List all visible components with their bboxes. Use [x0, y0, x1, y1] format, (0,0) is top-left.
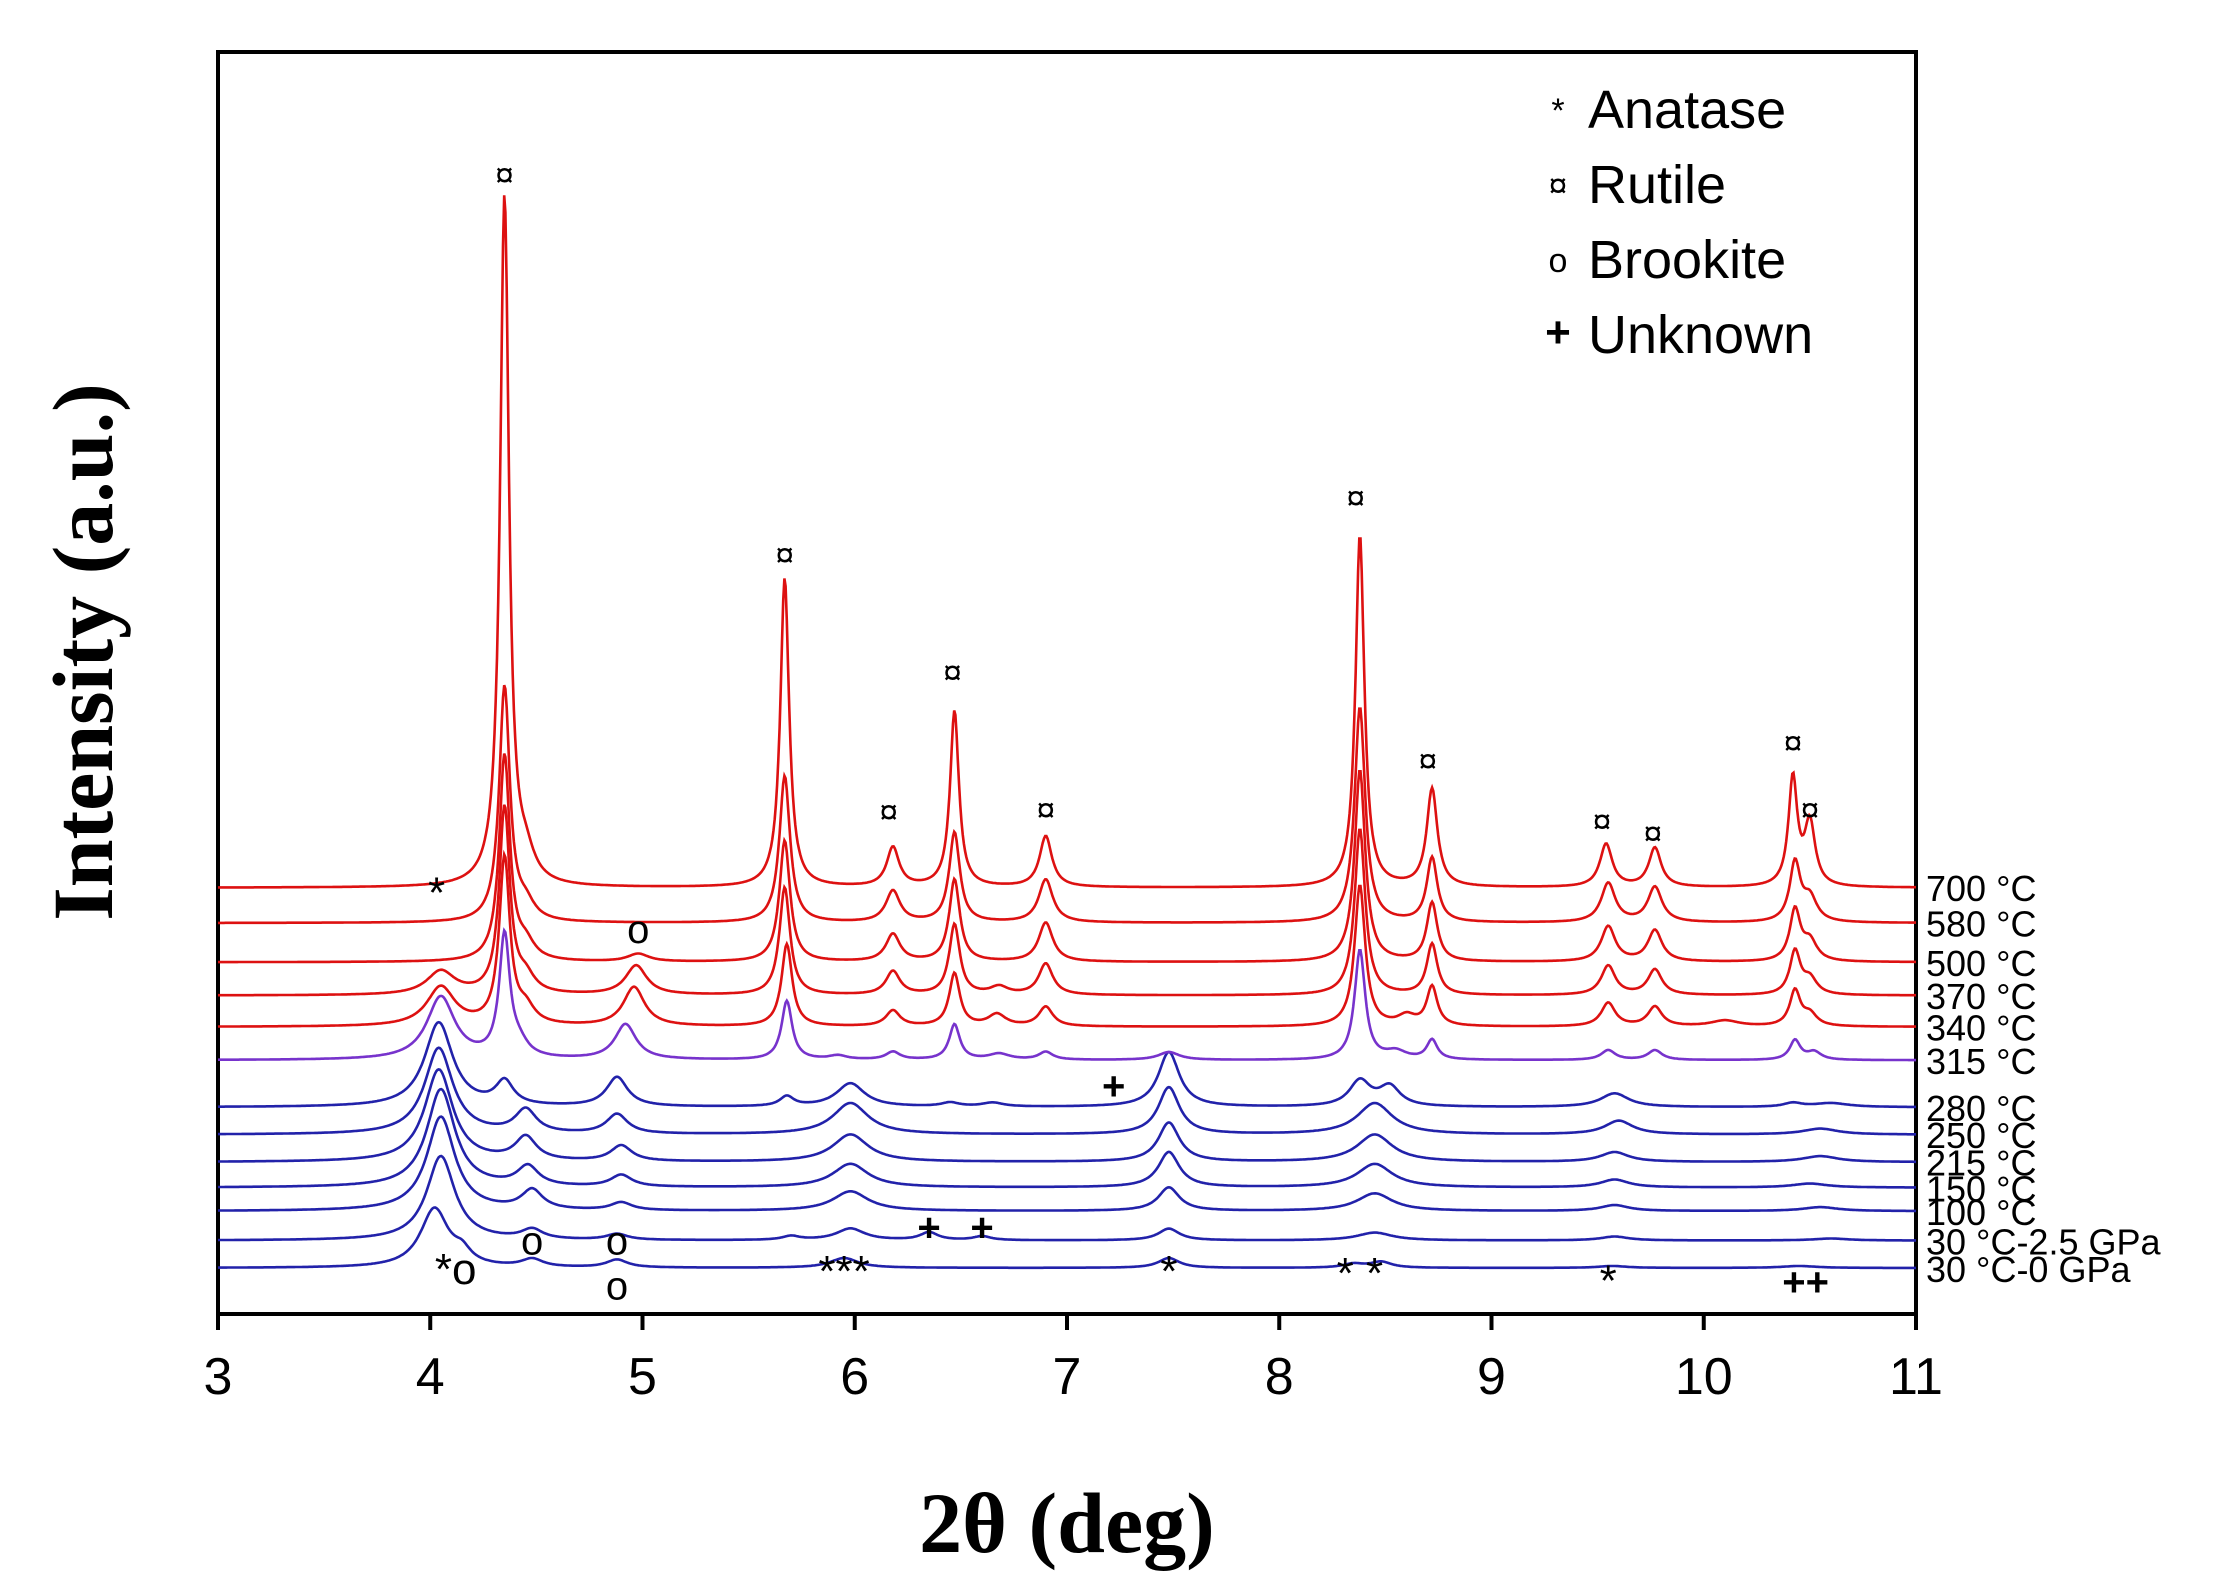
y-axis-title: Intensity (a.u.)	[35, 383, 131, 921]
phase-marker: +	[917, 1206, 940, 1250]
phase-marker: ¤	[1783, 725, 1802, 763]
phase-marker: *	[1600, 1257, 1617, 1306]
phase-marker: o	[627, 908, 649, 952]
trace-line	[218, 849, 1916, 1028]
phase-marker: +	[970, 1206, 993, 1250]
trace-line	[218, 684, 1916, 925]
trace-label: 30 °C-0 GPa	[1926, 1249, 2131, 1290]
trace-line	[218, 927, 1916, 1062]
trace-label: 500 °C	[1926, 943, 2036, 984]
phase-marker: o	[606, 1265, 628, 1309]
x-axis: 3 4 5 6 7 8 9 10 11	[204, 1314, 1943, 1406]
phase-marker: *	[1160, 1247, 1177, 1296]
phase-marker: ¤	[1592, 803, 1611, 841]
legend-symbol: *	[1551, 92, 1564, 130]
legend-symbol: +	[1545, 308, 1571, 357]
x-tick-label: 8	[1265, 1348, 1294, 1406]
trace-label: 280 °C	[1926, 1088, 2036, 1129]
phase-marker: ¤	[1800, 791, 1819, 829]
legend-label: Brookite	[1588, 230, 1786, 290]
trace-line	[218, 1020, 1916, 1109]
trace-line	[218, 1087, 1916, 1189]
traces-group	[218, 195, 1916, 1270]
x-tick-label: 11	[1889, 1348, 1943, 1406]
trace-label: 215 °C	[1926, 1143, 2036, 1184]
phase-marker: ¤	[879, 793, 898, 831]
trace-line	[218, 1068, 1916, 1164]
trace-line	[218, 753, 1916, 964]
trace-label: 30 °C-2.5 GPa	[1926, 1221, 2161, 1262]
x-tick-label: 4	[416, 1348, 445, 1406]
phase-marker: *	[428, 869, 445, 918]
phase-marker: * *	[1337, 1249, 1383, 1298]
phase-markers-group: ¤¤¤¤¤¤¤¤ ¤¤¤*o++ +o o*o o *** * * * * ++	[428, 156, 1829, 1308]
trace-label: 370 °C	[1926, 976, 2036, 1017]
phase-marker: ¤	[495, 156, 514, 194]
trace-line	[218, 195, 1916, 889]
phase-marker: ++	[1782, 1261, 1829, 1305]
x-tick-label: 3	[204, 1348, 233, 1406]
trace-label: 250 °C	[1926, 1115, 2036, 1156]
trace-label: 700 °C	[1926, 868, 2036, 909]
legend-label: Rutile	[1588, 155, 1726, 215]
trace-label: 315 °C	[1926, 1041, 2036, 1082]
trace-label: 100 °C	[1926, 1192, 2036, 1233]
phase-marker: ¤	[1643, 815, 1662, 853]
phase-marker: ¤	[775, 537, 794, 575]
phase-marker: ***	[818, 1247, 869, 1296]
trace-label: 150 °C	[1926, 1168, 2036, 1209]
legend-label: Anatase	[1588, 80, 1786, 140]
phase-marker: o	[521, 1220, 543, 1264]
trace-label: 580 °C	[1926, 904, 2036, 945]
x-tick-label: 5	[628, 1348, 657, 1406]
phase-marker: ¤	[1418, 742, 1437, 780]
phase-marker: ¤	[943, 654, 962, 692]
phase-marker: o	[606, 1220, 628, 1264]
phase-marker: ¤	[1346, 480, 1365, 518]
trace-line	[218, 804, 1916, 997]
trace-line	[218, 1154, 1916, 1242]
x-tick-label: 10	[1675, 1348, 1733, 1406]
trace-label: 340 °C	[1926, 1008, 2036, 1049]
phase-marker: *o	[435, 1245, 477, 1294]
trace-line	[218, 1206, 1916, 1270]
phase-marker: +	[1102, 1065, 1125, 1109]
legend-symbol: ¤	[1549, 167, 1568, 205]
x-tick-label: 7	[1053, 1348, 1082, 1406]
x-axis-title: 2θ (deg)	[919, 1475, 1215, 1571]
x-tick-label: 9	[1477, 1348, 1506, 1406]
legend-label: Unknown	[1588, 305, 1813, 365]
trace-line	[218, 1046, 1916, 1136]
x-tick-label: 6	[840, 1348, 869, 1406]
trace-line	[218, 1115, 1916, 1213]
legend-symbol: o	[1549, 242, 1568, 280]
phase-marker: ¤	[1036, 791, 1055, 829]
